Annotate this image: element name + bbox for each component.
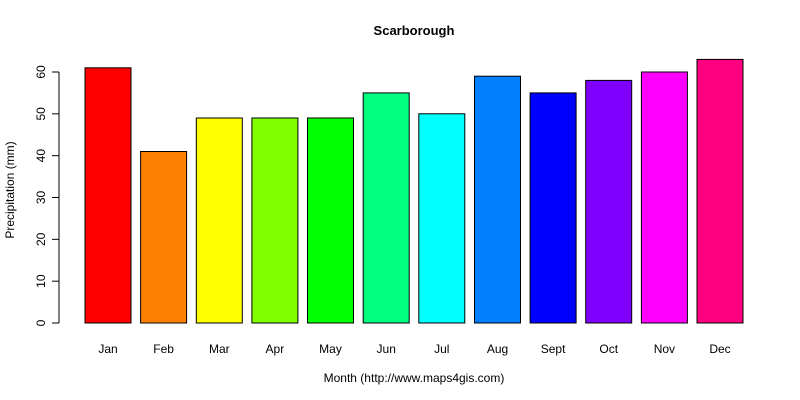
bar-nov xyxy=(640,71,688,324)
y-tick-label: 60 xyxy=(34,65,48,79)
y-tick-label: 10 xyxy=(34,274,48,288)
bar-feb xyxy=(140,151,188,324)
x-tick-label: Sept xyxy=(541,342,566,356)
chart-title: Scarborough xyxy=(373,23,455,38)
x-tick-label: Nov xyxy=(654,342,675,356)
bar-jan xyxy=(84,67,132,324)
bar-oct xyxy=(585,79,633,324)
y-tick-label: 40 xyxy=(34,149,48,163)
bar-dec xyxy=(696,58,744,324)
x-tick-label: Jun xyxy=(377,342,396,356)
bar-apr xyxy=(251,117,299,324)
x-tick-label: Dec xyxy=(709,342,730,356)
x-tick-label: Jul xyxy=(434,342,449,356)
bar-jun xyxy=(362,92,410,324)
bar-jul xyxy=(418,113,466,324)
y-tick-label: 50 xyxy=(34,107,48,121)
x-tick-label: Aug xyxy=(487,342,508,356)
x-tick-labels: Jan Feb Mar Apr May Jun Jul Aug Sept Oct Nov Dec xyxy=(98,342,730,356)
y-tick-label: 30 xyxy=(34,191,48,205)
x-tick-label: Oct xyxy=(599,342,618,356)
x-tick-label: Feb xyxy=(153,342,174,356)
bar-mar xyxy=(195,117,243,324)
x-tick-label: Apr xyxy=(266,342,285,356)
y-axis: 0 10 20 30 40 50 60 xyxy=(34,65,60,326)
y-tick-label: 20 xyxy=(34,232,48,246)
x-tick-label: May xyxy=(319,342,342,356)
x-tick-label: Jan xyxy=(98,342,117,356)
bar-aug xyxy=(474,75,521,324)
bars xyxy=(84,58,744,324)
x-tick-label: Mar xyxy=(209,342,230,356)
bar-may xyxy=(307,117,354,324)
bar-sept xyxy=(529,92,577,324)
y-tick-label: 0 xyxy=(34,319,48,326)
x-axis-label: Month (http://www.maps4gis.com) xyxy=(323,371,505,385)
